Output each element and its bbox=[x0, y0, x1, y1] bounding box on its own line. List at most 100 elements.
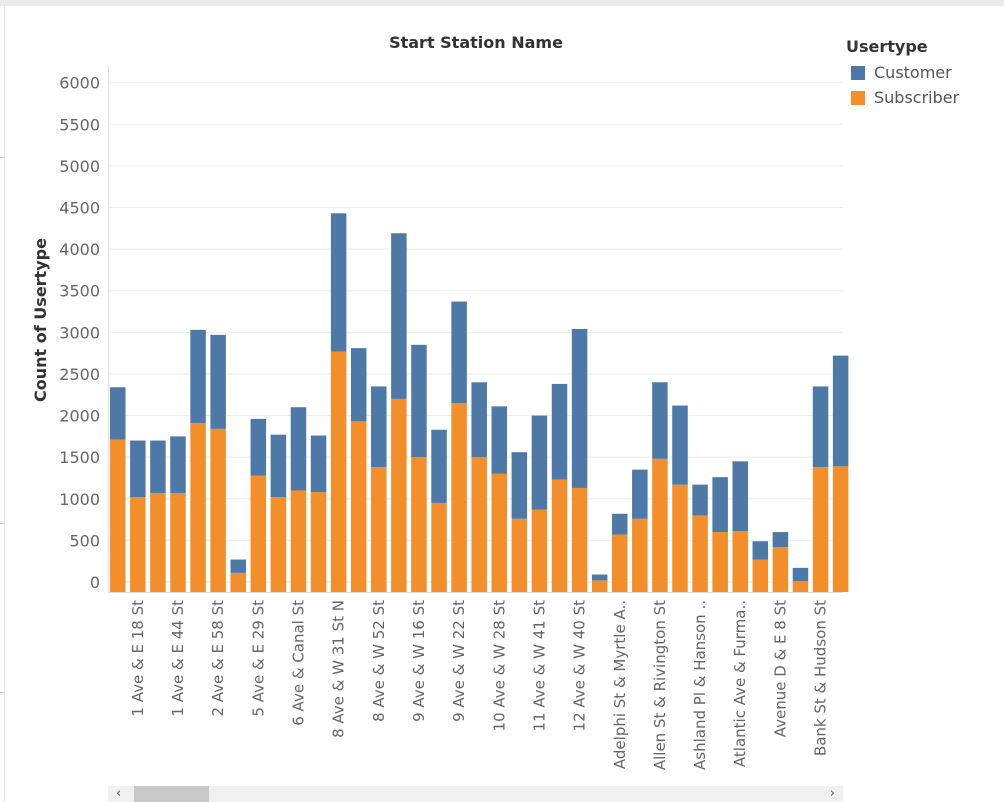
chart-title: Start Station Name bbox=[389, 33, 563, 52]
bar-customer[interactable] bbox=[310, 435, 327, 493]
bar-customer[interactable] bbox=[371, 386, 387, 468]
bar-subscriber[interactable] bbox=[772, 547, 789, 592]
bar-customer[interactable] bbox=[190, 329, 206, 424]
y-tick-label: 1000 bbox=[59, 490, 100, 509]
y-tick-label: 4500 bbox=[59, 198, 100, 217]
scroll-right-icon[interactable]: › bbox=[829, 786, 835, 801]
x-tick-label: Ashland Pl & Hanson .. bbox=[691, 600, 709, 770]
bar-subscriber[interactable] bbox=[270, 497, 287, 592]
bar-subscriber[interactable] bbox=[130, 497, 146, 592]
bar-subscriber[interactable] bbox=[832, 466, 849, 592]
bar-customer[interactable] bbox=[491, 406, 508, 474]
legend-swatch-subscriber bbox=[851, 90, 865, 105]
bar-subscriber[interactable] bbox=[411, 457, 427, 592]
y-tick-label: 5500 bbox=[59, 115, 100, 134]
bar-subscriber[interactable] bbox=[170, 492, 186, 592]
bar-customer[interactable] bbox=[130, 440, 146, 498]
bar-subscriber[interactable] bbox=[290, 490, 307, 592]
scroll-left-icon[interactable]: ‹ bbox=[116, 786, 122, 801]
bar-subscriber[interactable] bbox=[310, 492, 327, 592]
left-edge bbox=[0, 6, 5, 802]
x-tick-label: Bank St & Hudson St bbox=[812, 600, 830, 756]
y-tick-label: 500 bbox=[69, 531, 100, 550]
bar-subscriber[interactable] bbox=[531, 509, 548, 592]
bar-subscriber[interactable] bbox=[752, 559, 769, 592]
bar-subscriber[interactable] bbox=[672, 484, 688, 592]
bar-subscriber[interactable] bbox=[230, 572, 246, 592]
bar-subscriber[interactable] bbox=[391, 398, 407, 592]
bar-subscriber[interactable] bbox=[190, 423, 206, 592]
bar-subscriber[interactable] bbox=[330, 351, 347, 592]
bar-customer[interactable] bbox=[531, 415, 548, 510]
bar-customer[interactable] bbox=[551, 383, 568, 480]
bar-subscriber[interactable] bbox=[792, 581, 809, 592]
bar-customer[interactable] bbox=[692, 484, 708, 516]
bar-subscriber[interactable] bbox=[692, 515, 708, 592]
bar-customer[interactable] bbox=[672, 405, 688, 485]
scroll-thumb[interactable] bbox=[134, 786, 209, 802]
bar-customer[interactable] bbox=[571, 329, 588, 488]
bar-subscriber[interactable] bbox=[712, 532, 728, 592]
bar-subscriber[interactable] bbox=[571, 487, 588, 592]
bar-subscriber[interactable] bbox=[371, 467, 387, 592]
bar-customer[interactable] bbox=[230, 559, 246, 573]
bar-subscriber[interactable] bbox=[812, 467, 829, 592]
y-tick-label: 3000 bbox=[59, 323, 100, 342]
bar-customer[interactable] bbox=[591, 574, 608, 581]
bar-customer[interactable] bbox=[471, 382, 487, 458]
bar-customer[interactable] bbox=[612, 513, 628, 535]
bar-subscriber[interactable] bbox=[431, 502, 447, 592]
bar-customer[interactable] bbox=[150, 440, 166, 493]
bar-subscriber[interactable] bbox=[612, 534, 628, 592]
bar-customer[interactable] bbox=[391, 233, 407, 399]
bar-subscriber[interactable] bbox=[250, 475, 267, 592]
legend-item-customer[interactable]: Customer bbox=[846, 60, 959, 85]
y-axis-title: Count of Usertype bbox=[31, 238, 50, 402]
bar-customer[interactable] bbox=[772, 532, 789, 548]
bar-subscriber[interactable] bbox=[632, 518, 648, 592]
legend-label-subscriber: Subscriber bbox=[874, 88, 960, 107]
bar-customer[interactable] bbox=[250, 418, 267, 476]
bar-customer[interactable] bbox=[712, 477, 728, 533]
bar-subscriber[interactable] bbox=[591, 580, 608, 592]
bar-subscriber[interactable] bbox=[652, 458, 668, 592]
bar-subscriber[interactable] bbox=[491, 473, 508, 592]
bar-subscriber[interactable] bbox=[110, 439, 126, 592]
bar-customer[interactable] bbox=[350, 348, 367, 422]
horizontal-scrollbar[interactable]: ‹ › bbox=[108, 786, 843, 802]
bar-customer[interactable] bbox=[832, 355, 849, 467]
y-tick-label: 1500 bbox=[59, 448, 100, 467]
bar-subscriber[interactable] bbox=[210, 428, 226, 592]
bar-subscriber[interactable] bbox=[350, 421, 367, 592]
bar-customer[interactable] bbox=[752, 541, 769, 560]
bar-customer[interactable] bbox=[632, 469, 648, 519]
x-tick-labels: 1 Ave & E 18 St 1 Ave & E 44 St 2 Ave & E … bbox=[129, 600, 830, 770]
bar-subscriber[interactable] bbox=[471, 457, 487, 592]
bar-customer[interactable] bbox=[732, 461, 748, 532]
x-tick-label: Adelphi St & Myrtle A.. bbox=[611, 600, 629, 769]
bar-customer[interactable] bbox=[411, 344, 427, 458]
bar-customer[interactable] bbox=[110, 387, 126, 440]
x-tick-label: 1 Ave & E 44 St bbox=[169, 600, 187, 717]
y-tick-label: 5000 bbox=[59, 157, 100, 176]
bar-subscriber[interactable] bbox=[732, 531, 748, 592]
bar-subscriber[interactable] bbox=[451, 403, 467, 592]
bar-customer[interactable] bbox=[270, 434, 287, 498]
bar-subscriber[interactable] bbox=[150, 492, 166, 592]
bars bbox=[110, 213, 849, 592]
bar-customer[interactable] bbox=[330, 213, 347, 352]
x-tick-label: 9 Ave & W 16 St bbox=[410, 600, 428, 722]
bar-customer[interactable] bbox=[812, 386, 829, 468]
bar-customer[interactable] bbox=[511, 452, 528, 519]
bar-subscriber[interactable] bbox=[511, 518, 528, 592]
bar-subscriber[interactable] bbox=[551, 479, 568, 592]
legend-item-subscriber[interactable]: Subscriber bbox=[846, 85, 959, 110]
bar-customer[interactable] bbox=[451, 301, 467, 404]
bar-customer[interactable] bbox=[431, 429, 447, 503]
bar-customer[interactable] bbox=[290, 407, 307, 491]
x-tick-label: 9 Ave & W 22 St bbox=[450, 600, 468, 722]
bar-customer[interactable] bbox=[652, 382, 668, 459]
bar-customer[interactable] bbox=[792, 567, 809, 582]
bar-customer[interactable] bbox=[170, 436, 186, 493]
bar-customer[interactable] bbox=[210, 334, 226, 429]
